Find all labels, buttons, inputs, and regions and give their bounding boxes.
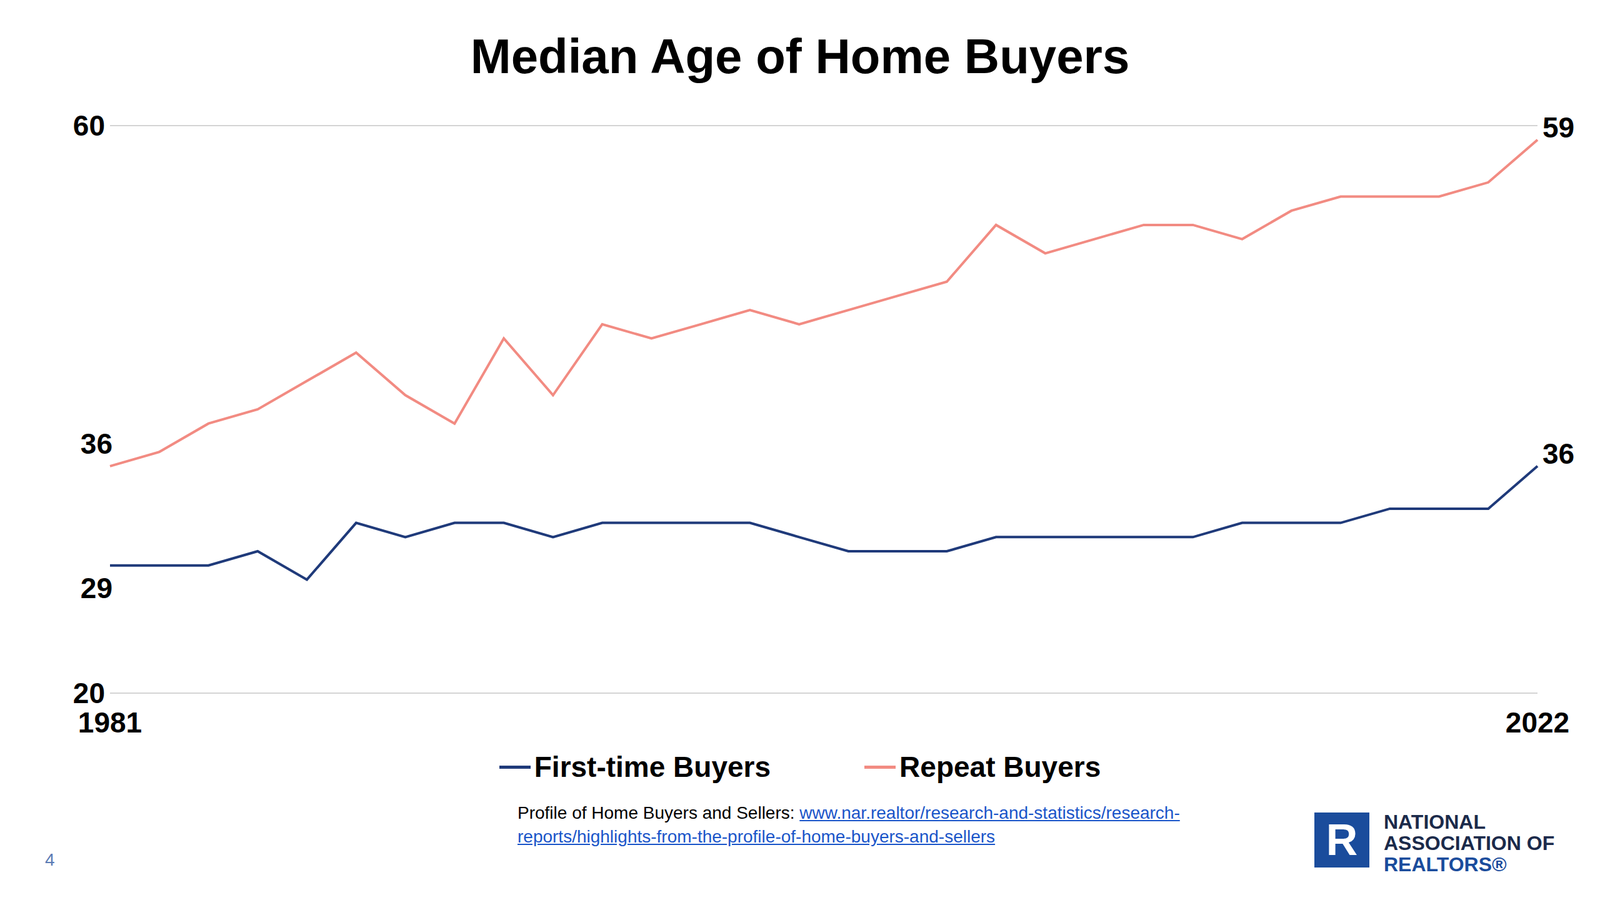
html-text:R: R — [1326, 815, 1358, 865]
html-text:Profile of Home Buyers and Sel: Profile of Home Buyers and Sellers: www.… — [517, 803, 1180, 847]
html-text:4: 4 — [45, 850, 55, 870]
html-text:REALTORS®: REALTORS® — [1383, 853, 1507, 876]
svg-text:1981: 1981 — [78, 706, 142, 739]
svg-text:36: 36 — [80, 427, 113, 460]
html-text:First-time Buyers: First-time Buyers — [534, 750, 771, 784]
svg-text:60: 60 — [73, 109, 105, 142]
svg-text:2022: 2022 — [1505, 706, 1570, 739]
svg-text:20: 20 — [73, 676, 105, 710]
svg-text:59: 59 — [1542, 111, 1575, 144]
svg-text:29: 29 — [80, 571, 113, 605]
html-text:Repeat Buyers: Repeat Buyers — [899, 750, 1101, 784]
svg-text:36: 36 — [1542, 437, 1575, 470]
html-text:ASSOCIATION OF: ASSOCIATION OF — [1383, 831, 1555, 855]
html-text:NATIONAL: NATIONAL — [1383, 810, 1486, 834]
html-text:Median Age of Home Buyers: Median Age of Home Buyers — [470, 28, 1130, 84]
